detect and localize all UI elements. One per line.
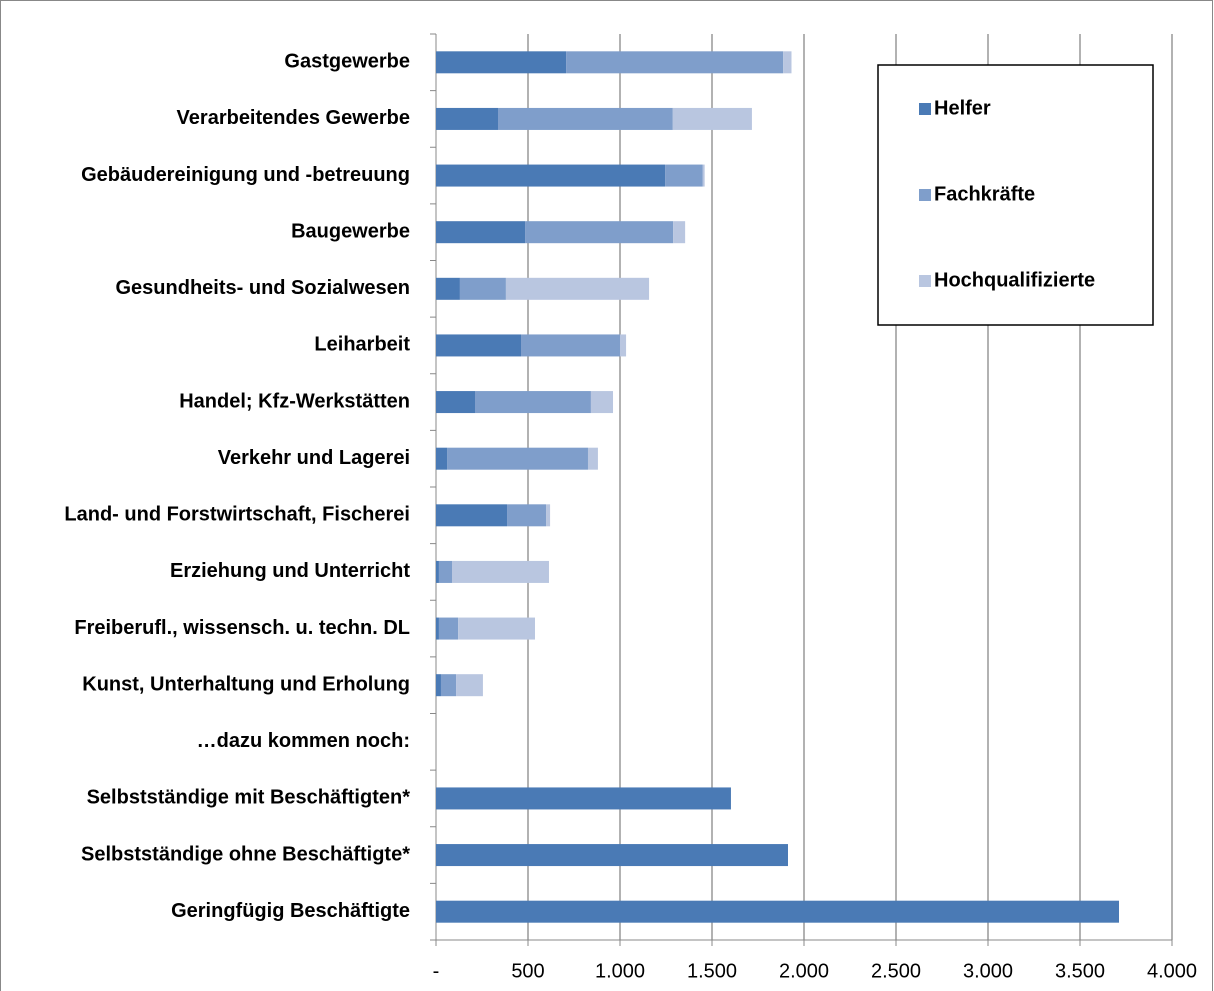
y-tick-label: Freiberufl., wissensch. u. techn. DL xyxy=(74,617,410,639)
y-tick-label: Land- und Forstwirtschaft, Fischerei xyxy=(64,504,410,526)
bar-segment xyxy=(672,107,752,130)
bar-segment xyxy=(436,504,508,527)
x-tick-label: 3.000 xyxy=(963,960,1013,982)
bar-segment xyxy=(436,51,567,74)
x-tick-label: 1.500 xyxy=(687,960,737,982)
bar-segment xyxy=(436,787,731,810)
bar-segment xyxy=(566,51,784,74)
bar-segment xyxy=(673,221,686,244)
x-tick-label: 1.000 xyxy=(595,960,645,982)
bar-segment xyxy=(475,391,591,414)
bar-segment xyxy=(436,617,439,640)
x-tick-label: 500 xyxy=(511,960,544,982)
bar-segment xyxy=(507,504,547,527)
bar-segment xyxy=(436,107,499,130)
bar-segment xyxy=(436,391,476,414)
bar-segment xyxy=(525,221,674,244)
bar-segment xyxy=(447,447,588,470)
y-tick-label: Gastgewerbe xyxy=(284,51,410,73)
y-tick-label: Gebäudereinigung und -betreuung xyxy=(81,164,410,186)
bar-segment xyxy=(436,447,448,470)
y-tick-label: Verkehr und Lagerei xyxy=(218,447,410,469)
bar-segment xyxy=(620,334,627,357)
x-tick-label: - xyxy=(433,960,440,982)
y-tick-label: Erziehung und Unterricht xyxy=(170,560,410,582)
legend-swatch xyxy=(919,103,931,115)
bar-segment xyxy=(438,617,459,640)
bar-segment xyxy=(452,560,549,583)
bar-segment xyxy=(436,277,460,300)
bar-segment xyxy=(436,900,1120,923)
bar-segment xyxy=(783,51,792,74)
bar-segment xyxy=(521,334,620,357)
bar-segment xyxy=(498,107,673,130)
bar-segment xyxy=(459,277,506,300)
y-tick-label: Selbstständige mit Beschäftigten* xyxy=(87,787,411,809)
y-tick-label: Handel; Kfz-Werkstätten xyxy=(179,390,410,412)
legend-swatch xyxy=(919,189,931,201)
bar-segment xyxy=(436,844,788,867)
bar-segment xyxy=(456,674,483,697)
legend-label: Fachkräfte xyxy=(934,183,1035,205)
x-tick-label: 2.500 xyxy=(871,960,921,982)
legend-label: Hochqualifizierte xyxy=(934,269,1095,291)
bar-segment xyxy=(505,277,650,300)
bar-segment xyxy=(587,447,598,470)
bar-segment xyxy=(436,334,522,357)
bar-segment xyxy=(665,164,703,187)
bar-segment xyxy=(438,560,453,583)
y-tick-label: …dazu kommen noch: xyxy=(197,730,410,752)
bar-segment xyxy=(440,674,457,697)
y-tick-label: Verarbeitendes Gewerbe xyxy=(177,107,410,129)
y-tick-label: Kunst, Unterhaltung und Erholung xyxy=(82,673,410,695)
y-tick-label: Geringfügig Beschäftigte xyxy=(171,900,410,922)
y-tick-label: Baugewerbe xyxy=(291,220,410,242)
bar-segment xyxy=(702,164,705,187)
x-tick-label: 2.000 xyxy=(779,960,829,982)
x-tick-label: 4.000 xyxy=(1147,960,1197,982)
x-tick-label: 3.500 xyxy=(1055,960,1105,982)
legend-label: Helfer xyxy=(934,97,991,119)
bar-segment xyxy=(436,560,439,583)
bar-segment xyxy=(436,221,526,244)
bar-segment xyxy=(458,617,535,640)
legend-swatch xyxy=(919,275,931,287)
bar-segment xyxy=(546,504,551,527)
bar-segment xyxy=(590,391,614,414)
y-tick-label: Gesundheits- und Sozialwesen xyxy=(116,277,411,299)
y-tick-label: Selbstständige ohne Beschäftigte* xyxy=(81,843,410,865)
bar-segment xyxy=(436,164,666,187)
bar-segment xyxy=(436,674,441,697)
y-tick-label: Leiharbeit xyxy=(314,334,410,356)
